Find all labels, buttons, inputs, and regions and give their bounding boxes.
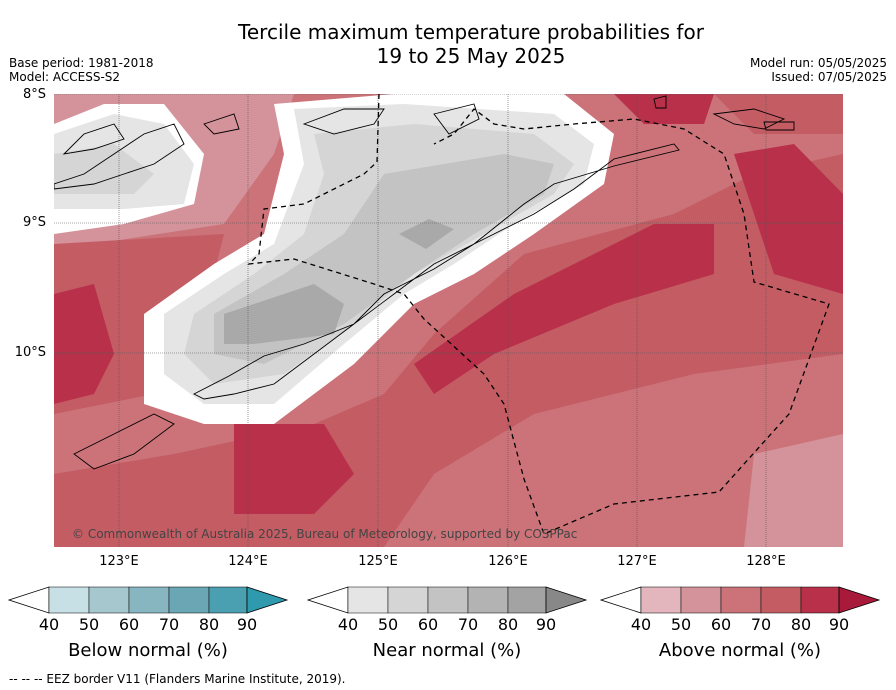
meta-right: Model run: 05/05/2025 Issued: 07/05/2025 [750,56,887,84]
zone-near-70-east [399,219,454,249]
colorbar-segment [246,586,289,614]
below-tick: 80 [198,615,220,634]
zone-above-80-band [414,224,714,394]
below-tick: 70 [158,615,180,634]
base-period: Base period: 1981-2018 [9,56,154,70]
zone-above-80-south [234,424,354,514]
colorbar-segment [208,586,248,614]
lat-label-10s: 10°S [14,345,46,360]
near-normal-label: Near normal (%) [372,640,522,661]
zone-above-60-southeast [744,434,843,547]
colorbar-segment [545,586,588,614]
above-tick: 90 [828,615,850,634]
below-tick: 90 [236,615,258,634]
below-normal-label: Below normal (%) [68,640,228,661]
colorbar-segment [838,586,881,614]
lon-label-126e: 126°E [488,554,528,569]
zone-above-70-northeast [714,94,843,134]
zone-above-80-east [734,144,843,294]
colorbar-segment [347,586,389,614]
title-line-1: Tercile maximum temperature probabilitie… [238,20,704,44]
colorbar-segment [760,586,802,614]
zone-near-70-west [224,284,344,344]
meta-left: Base period: 1981-2018 Model: ACCESS-S2 [9,56,154,84]
colorbar-segment [427,586,469,614]
eez-border [247,94,830,535]
colorbar-segment [387,586,429,614]
colorbar-near-normal [307,586,588,614]
colorbar-segment [48,586,90,614]
near-tick: 60 [417,615,439,634]
colorbar-segment [88,586,130,614]
below-tick: 60 [118,615,140,634]
colorbar-segment [467,586,509,614]
zone-above-80-west [54,284,114,404]
colorbar-segment [507,586,547,614]
colorbar-segment [168,586,210,614]
issued-date: Issued: 07/05/2025 [771,70,887,84]
near-tick: 40 [337,615,359,634]
zone-above-80-north [614,94,714,124]
above-tick: 50 [670,615,692,634]
near-tick: 80 [497,615,519,634]
title-line-2: 19 to 25 May 2025 [376,44,566,68]
above-tick: 80 [790,615,812,634]
eez-legend-footer: -- -- -- EEZ border V11 (Flanders Marine… [9,672,346,686]
colorbar-segment [680,586,722,614]
model-run: Model run: 05/05/2025 [749,56,887,70]
lon-label-128e: 128°E [746,554,786,569]
map-gridlines [54,94,843,547]
map-title: Tercile maximum temperature probabilitie… [0,20,896,68]
colorbar-segment [720,586,762,614]
above-tick: 70 [750,615,772,634]
above-tick: 60 [710,615,732,634]
near-tick: 70 [457,615,479,634]
copyright-notice: © Commonwealth of Australia 2025, Bureau… [72,527,578,541]
lon-label-124e: 124°E [228,554,268,569]
below-tick: 50 [78,615,100,634]
colorbar-segment [640,586,682,614]
near-tick: 50 [377,615,399,634]
near-tick: 90 [535,615,557,634]
lat-label-9s: 9°S [22,215,46,230]
above-normal-label: Above normal (%) [658,640,822,661]
lon-label-123e: 123°E [99,554,139,569]
probability-map [54,94,843,547]
below-tick: 40 [38,615,60,634]
colorbar-segment [128,586,170,614]
lon-label-127e: 127°E [617,554,657,569]
map-canvas [54,94,843,547]
above-tick: 40 [630,615,652,634]
lat-label-8s: 8°S [22,87,46,102]
lon-label-125e: 125°E [358,554,398,569]
model-name: Model: ACCESS-S2 [9,70,121,84]
colorbar-above-normal [600,586,881,614]
colorbar-segment [800,586,840,614]
coastlines [54,95,795,470]
colorbar-below-normal [8,586,289,614]
zone-near-50-northwest [54,144,154,194]
